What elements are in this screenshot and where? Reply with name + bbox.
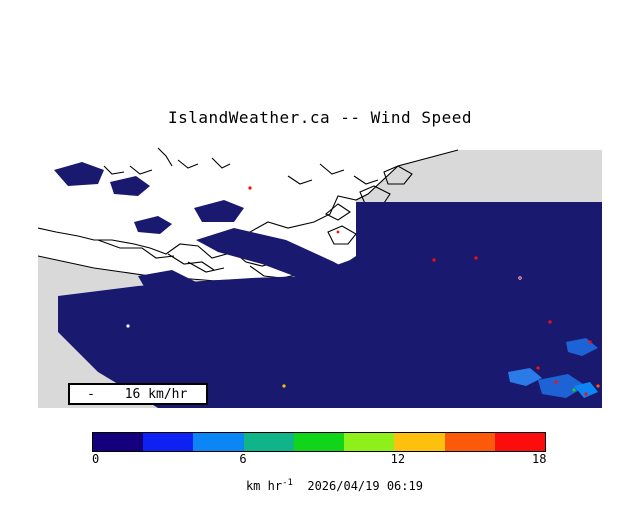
page-title: IslandWeather.ca -- Wind Speed — [168, 108, 472, 127]
colorbar-swatch-4 — [293, 433, 345, 451]
colorbar-swatch-6 — [394, 433, 445, 451]
colorbar-swatch-0 — [93, 433, 144, 451]
wind-barb-scale-legend: - 16 km/hr — [68, 383, 208, 405]
colorbar-tick-18: 18 — [532, 452, 547, 466]
map-canvas[interactable] — [38, 136, 602, 408]
colorbar-tick-labels: 0 6 12 18 — [92, 452, 546, 468]
colorbar-tick-0: 0 — [92, 452, 100, 466]
wind-barb-icon: - — [87, 386, 95, 402]
weather-map-page: IslandWeather.ca -- Wind Speed — [38, 108, 602, 493]
colorbar-swatch-7 — [444, 433, 495, 451]
map-graphic — [38, 136, 602, 408]
sea-background — [38, 136, 602, 294]
colorbar-swatch-3 — [243, 433, 294, 451]
colorbar-units-and-timestamp: km hr-1 2026/04/19 06:19 — [0, 464, 640, 507]
colorbar-units-text: km hr — [245, 479, 283, 493]
colorbar-swatch-2 — [193, 433, 244, 451]
wind-barb-scale-value: 16 km/hr — [124, 386, 188, 402]
colorbar-swatch-8 — [494, 433, 545, 451]
station-markers — [126, 186, 600, 396]
wind-speed-field — [54, 162, 602, 408]
colorbar-swatch-1 — [143, 433, 194, 451]
colorbar-spacer — [293, 479, 307, 493]
colorbar-swatches — [92, 432, 546, 452]
colorbar-timestamp: 2026/04/19 06:19 — [307, 479, 423, 493]
colorbar-tick-6: 6 — [239, 452, 247, 466]
colorbar-tick-12: 12 — [390, 452, 406, 466]
colorbar — [92, 432, 546, 452]
colorbar-swatch-5 — [344, 433, 395, 451]
